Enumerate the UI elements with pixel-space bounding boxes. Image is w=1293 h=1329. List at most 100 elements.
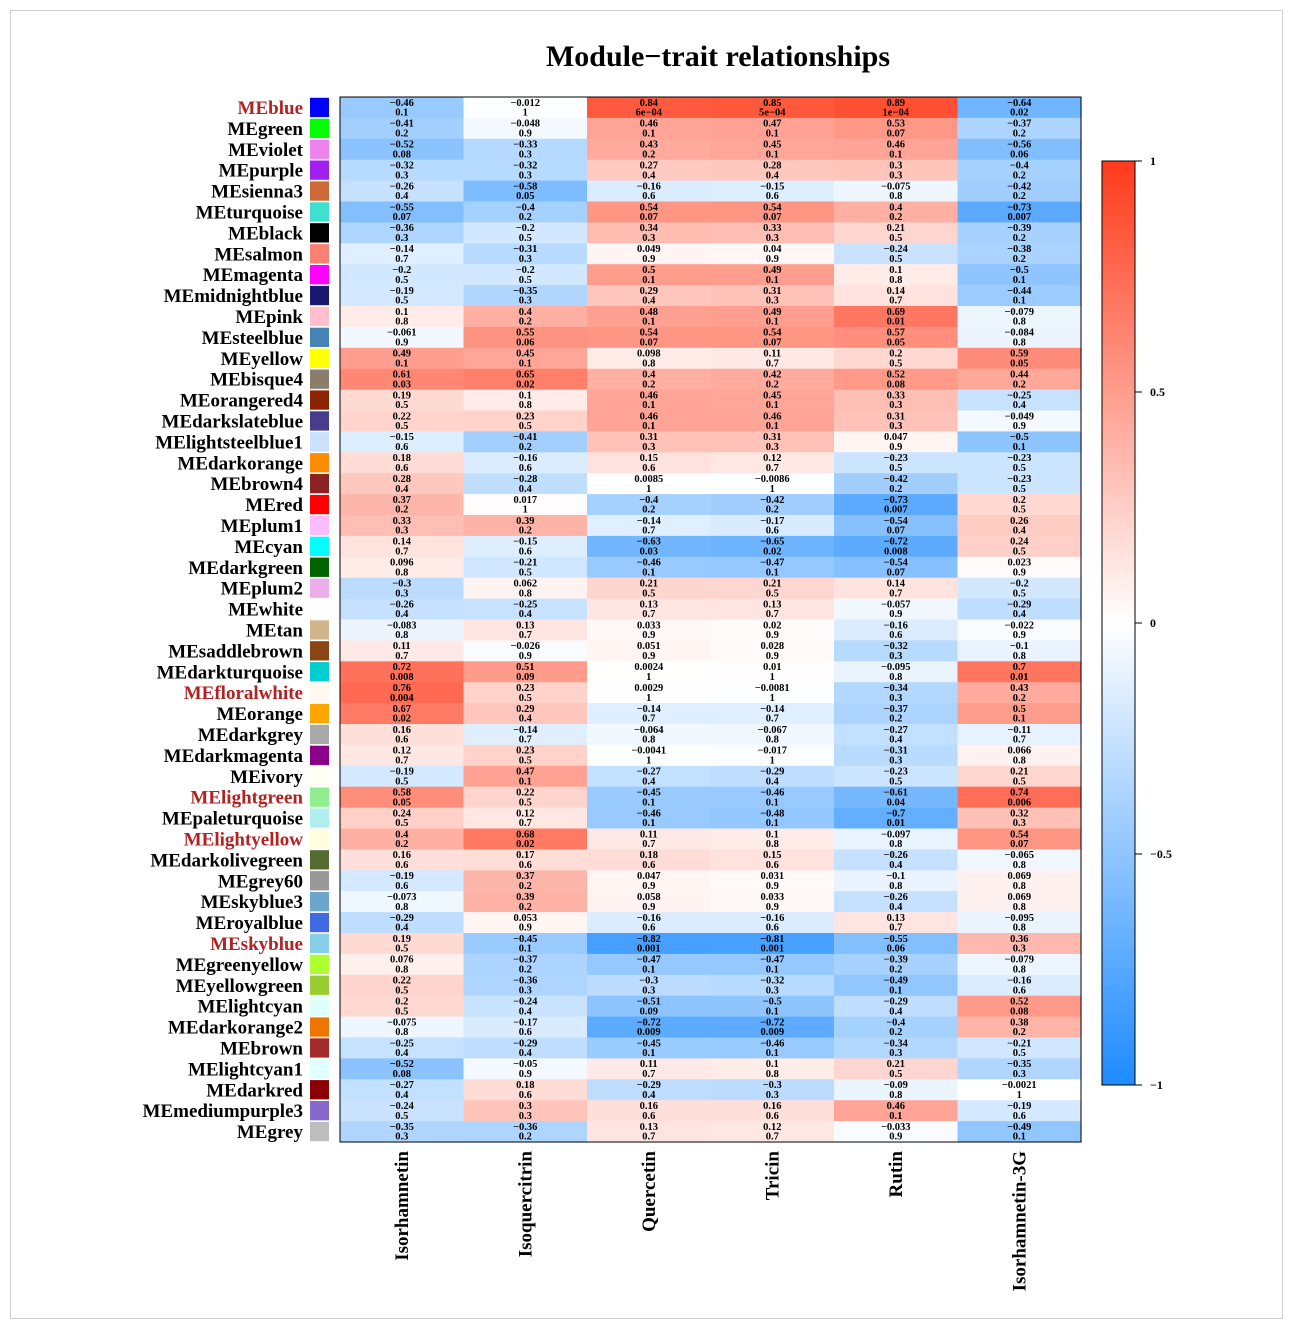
cell-correlation: −0.25 <box>390 1038 414 1049</box>
cell-pvalue: 0.7 <box>1013 735 1026 746</box>
heatmap-cell <box>957 1121 1082 1143</box>
cell-pvalue: 0.4 <box>889 735 903 746</box>
cell-correlation: 0.1 <box>766 829 779 840</box>
heatmap-cell <box>834 953 959 976</box>
heatmap-cell <box>834 159 959 182</box>
heatmap-cell <box>834 828 959 850</box>
cell-pvalue: 0.1 <box>1013 442 1026 453</box>
cell-pvalue: 0.07 <box>887 129 905 140</box>
heatmap-cell <box>463 598 588 621</box>
cell-pvalue: 0.2 <box>519 881 532 892</box>
cell-pvalue: 0.4 <box>519 609 533 620</box>
heatmap-cell <box>710 849 835 871</box>
cell-correlation: 0.44 <box>1010 370 1029 381</box>
heatmap-cell <box>834 494 959 516</box>
cell-pvalue: 0.3 <box>395 1132 408 1143</box>
cell-correlation: −0.2 <box>516 223 535 234</box>
cell-pvalue: 0.4 <box>395 1090 409 1101</box>
cell-pvalue: 0.8 <box>1013 651 1026 662</box>
cell-pvalue: 0.07 <box>640 338 658 349</box>
heatmap-cell <box>834 1016 959 1039</box>
cell-pvalue: 0.9 <box>766 630 779 641</box>
module-color-swatch <box>310 390 329 410</box>
cell-correlation: −0.27 <box>390 1080 414 1091</box>
cell-pvalue: 0.7 <box>519 818 532 829</box>
heatmap-cell <box>834 849 959 871</box>
cell-pvalue: 0.2 <box>889 212 902 223</box>
heatmap-cell <box>587 264 712 286</box>
heatmap-cell <box>463 159 588 182</box>
cell-pvalue: 0.5 <box>395 400 408 411</box>
heatmap-cell <box>957 243 1082 265</box>
heatmap-cell <box>463 1079 588 1101</box>
heatmap-cell <box>463 870 588 892</box>
cell-correlation: −0.24 <box>884 244 909 255</box>
heatmap-cell <box>710 347 835 370</box>
cell-pvalue: 0.4 <box>395 191 409 202</box>
module-label: MEorangered4 <box>180 391 304 412</box>
module-color-swatch <box>310 369 329 389</box>
cell-pvalue: 0.6 <box>766 526 779 537</box>
heatmap-cell <box>587 807 712 830</box>
heatmap-cell <box>340 494 465 516</box>
cell-correlation: 0.54 <box>640 202 659 213</box>
cell-pvalue: 0.3 <box>1013 818 1026 829</box>
module-color-swatch <box>310 223 329 243</box>
module-label: MEgrey60 <box>218 871 303 892</box>
cell-correlation: −0.17 <box>513 1017 537 1028</box>
module-label: MEwhite <box>228 600 303 621</box>
module-label: MEviolet <box>228 140 304 161</box>
cell-correlation: 0.17 <box>516 850 534 861</box>
cell-pvalue: 0.7 <box>395 547 408 558</box>
cell-pvalue: 0.1 <box>766 797 779 808</box>
cell-correlation: −0.21 <box>1007 1038 1031 1049</box>
heatmap-cell <box>957 326 1082 349</box>
module-color-swatch <box>310 620 329 640</box>
heatmap-cell <box>340 724 465 746</box>
cell-pvalue: 0.1 <box>766 275 779 286</box>
cell-pvalue: 0.5 <box>889 358 902 369</box>
cell-correlation: −0.09 <box>884 1080 908 1091</box>
heatmap-cell <box>834 640 959 662</box>
heatmap-cell <box>834 347 959 370</box>
cell-correlation: 0.11 <box>640 829 658 840</box>
heatmap-cell <box>340 264 465 286</box>
module-color-swatch <box>310 202 329 222</box>
heatmap-cell <box>340 347 465 370</box>
heatmap-cell <box>834 473 959 495</box>
module-label: MEdarkmagenta <box>164 746 304 767</box>
heatmap-cell <box>340 326 465 349</box>
cell-correlation: 0.85 <box>763 98 781 109</box>
cell-pvalue: 0.04 <box>887 797 906 808</box>
cell-pvalue: 0.3 <box>395 588 408 599</box>
module-label: MEdarkolivegreen <box>150 850 303 871</box>
heatmap-cell <box>463 995 588 1018</box>
cell-correlation: −0.37 <box>513 955 537 966</box>
module-color-swatch <box>310 432 329 452</box>
cell-pvalue: 0.8 <box>642 735 655 746</box>
heatmap-cell <box>340 410 465 432</box>
cell-pvalue: 0.4 <box>395 1048 409 1059</box>
cell-correlation: 0.12 <box>763 1122 781 1133</box>
heatmap-border <box>339 96 1082 1143</box>
heatmap-cell <box>340 243 465 265</box>
heatmap-cell <box>710 473 835 495</box>
cell-correlation: −0.5 <box>1010 432 1029 443</box>
cell-correlation: 0.066 <box>1007 746 1031 757</box>
cell-pvalue: 0.07 <box>393 212 411 223</box>
cell-correlation: −0.3 <box>763 1080 782 1091</box>
cell-pvalue: 0.1 <box>642 965 655 976</box>
module-color-swatch <box>310 285 329 306</box>
trait-label: Tricin <box>762 1151 783 1201</box>
cell-pvalue: 0.4 <box>642 776 656 787</box>
module-color-swatch <box>310 599 329 619</box>
heatmap-cell <box>834 138 959 161</box>
heatmap-cell <box>710 619 835 641</box>
heatmap-cell <box>710 1037 835 1059</box>
cell-pvalue: 0.3 <box>889 756 902 767</box>
cell-pvalue: 0.8 <box>519 400 532 411</box>
legend-tick-label: −0.5 <box>1150 847 1172 861</box>
heatmap-cell <box>587 494 712 516</box>
cell-pvalue: 0.06 <box>1010 149 1028 160</box>
heatmap-cell <box>710 995 835 1018</box>
